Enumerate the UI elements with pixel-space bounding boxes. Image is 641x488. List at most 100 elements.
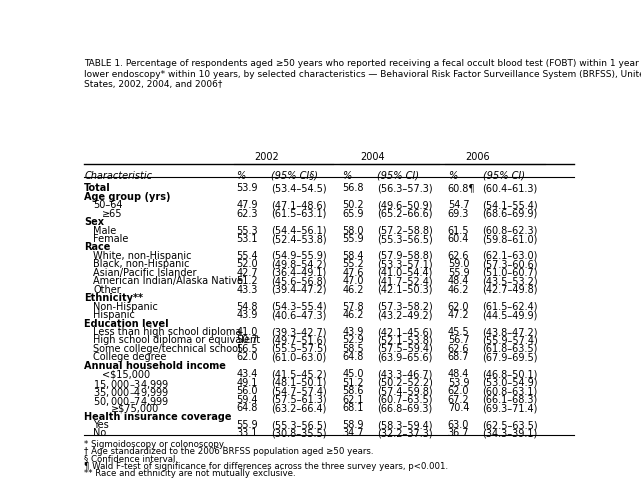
Text: 45.5: 45.5: [447, 327, 469, 337]
Text: (42.1–50.3): (42.1–50.3): [377, 285, 433, 295]
Text: ≥$75,000: ≥$75,000: [111, 403, 159, 413]
Text: (43.2–49.2): (43.2–49.2): [377, 310, 433, 320]
Text: 58.4: 58.4: [342, 251, 364, 261]
Text: 52.0: 52.0: [237, 260, 258, 269]
Text: 2004: 2004: [360, 152, 385, 163]
Text: (57.3–58.2): (57.3–58.2): [377, 302, 433, 312]
Text: (52.4–53.8): (52.4–53.8): [271, 234, 327, 244]
Text: (30.8–35.5): (30.8–35.5): [271, 428, 327, 439]
Text: (43.3–46.7): (43.3–46.7): [377, 369, 433, 379]
Text: (59.8–61.0): (59.8–61.0): [483, 234, 538, 244]
Text: (42.7–49.8): (42.7–49.8): [483, 285, 538, 295]
Text: 70.4: 70.4: [447, 403, 469, 413]
Text: 43.9: 43.9: [237, 310, 258, 320]
Text: Some college/technical school: Some college/technical school: [93, 344, 241, 354]
Text: ** Race and ethnicity are not mutually exclusive.: ** Race and ethnicity are not mutually e…: [84, 469, 296, 478]
Text: (95% CI§): (95% CI§): [271, 171, 319, 181]
Text: 67.2: 67.2: [447, 395, 469, 405]
Text: 55.9: 55.9: [237, 420, 258, 430]
Text: (48.1–50.1): (48.1–50.1): [271, 378, 327, 388]
Text: 55.2: 55.2: [342, 260, 364, 269]
Text: 50–64: 50–64: [93, 200, 122, 210]
Text: 62.6: 62.6: [447, 251, 469, 261]
Text: 56.0: 56.0: [237, 386, 258, 396]
Text: <$15,000: <$15,000: [102, 369, 150, 379]
Text: (57.2–58.8): (57.2–58.8): [377, 225, 433, 236]
Text: 54.8: 54.8: [237, 302, 258, 312]
Text: (53.4–54.5): (53.4–54.5): [271, 183, 327, 193]
Text: (55.5–57.5): (55.5–57.5): [271, 344, 328, 354]
Text: 45.0: 45.0: [342, 369, 364, 379]
Text: (46.8–50.1): (46.8–50.1): [483, 369, 538, 379]
Text: 65.9: 65.9: [342, 209, 364, 219]
Text: (61.8–63.5): (61.8–63.5): [483, 344, 538, 354]
Text: (41.7–52.4): (41.7–52.4): [377, 276, 433, 286]
Text: (54.4–56.1): (54.4–56.1): [271, 225, 327, 236]
Text: Education level: Education level: [84, 319, 169, 328]
Text: No: No: [93, 428, 106, 439]
Text: 2002: 2002: [254, 152, 279, 163]
Text: 55.3: 55.3: [237, 225, 258, 236]
Text: 57.8: 57.8: [342, 302, 364, 312]
Text: 58.9: 58.9: [342, 420, 364, 430]
Text: (55.3–56.5): (55.3–56.5): [377, 234, 433, 244]
Text: (57.5–59.4): (57.5–59.4): [377, 344, 433, 354]
Text: (53.0–54.9): (53.0–54.9): [483, 378, 538, 388]
Text: (49.6–50.9): (49.6–50.9): [377, 200, 433, 210]
Text: 64.8: 64.8: [342, 352, 364, 363]
Text: (61.5–63.1): (61.5–63.1): [271, 209, 327, 219]
Text: (95% CI): (95% CI): [483, 171, 524, 181]
Text: 63.0: 63.0: [447, 420, 469, 430]
Text: (60.7–63.5): (60.7–63.5): [377, 395, 433, 405]
Text: (36.4–49.1): (36.4–49.1): [271, 268, 327, 278]
Text: (63.2–66.4): (63.2–66.4): [271, 403, 327, 413]
Text: 59.0: 59.0: [447, 260, 469, 269]
Text: ¶ Wald F-test of significance for differences across the three survey years, p<0: ¶ Wald F-test of significance for differ…: [84, 462, 448, 471]
Text: %: %: [237, 171, 246, 181]
Text: (62.5–63.5): (62.5–63.5): [483, 420, 538, 430]
Text: 33.1: 33.1: [237, 428, 258, 439]
Text: (60.8–63.1): (60.8–63.1): [483, 386, 538, 396]
Text: (43.8–47.2): (43.8–47.2): [483, 327, 538, 337]
Text: 62.0: 62.0: [237, 352, 258, 363]
Text: $15,000–$34,999: $15,000–$34,999: [93, 378, 169, 391]
Text: 68.7: 68.7: [447, 352, 469, 363]
Text: 47.6: 47.6: [342, 268, 364, 278]
Text: 46.2: 46.2: [342, 285, 364, 295]
Text: $50,000–$74,999: $50,000–$74,999: [93, 395, 169, 407]
Text: $35,000–$49,999: $35,000–$49,999: [93, 386, 169, 399]
Text: (60.8–62.3): (60.8–62.3): [483, 225, 538, 236]
Text: Race: Race: [84, 243, 110, 252]
Text: (54.3–55.4): (54.3–55.4): [271, 302, 327, 312]
Text: 46.2: 46.2: [447, 285, 469, 295]
Text: 50.2: 50.2: [342, 200, 364, 210]
Text: Yes: Yes: [93, 420, 109, 430]
Text: 62.1: 62.1: [342, 395, 364, 405]
Text: (42.1–45.6): (42.1–45.6): [377, 327, 433, 337]
Text: (67.9–69.5): (67.9–69.5): [483, 352, 538, 363]
Text: (95% CI): (95% CI): [377, 171, 419, 181]
Text: 60.4: 60.4: [447, 234, 469, 244]
Text: American Indian/Alaska Native: American Indian/Alaska Native: [93, 276, 243, 286]
Text: (65.2–66.6): (65.2–66.6): [377, 209, 433, 219]
Text: Male: Male: [93, 225, 116, 236]
Text: 58.5: 58.5: [342, 344, 364, 354]
Text: (53.3–57.1): (53.3–57.1): [377, 260, 433, 269]
Text: Annual household income: Annual household income: [84, 361, 226, 371]
Text: 47.0: 47.0: [342, 276, 364, 286]
Text: (61.5–62.4): (61.5–62.4): [483, 302, 538, 312]
Text: § Confidence interval.: § Confidence interval.: [84, 455, 178, 464]
Text: Other: Other: [93, 285, 121, 295]
Text: 55.9: 55.9: [447, 268, 469, 278]
Text: (54.1–55.4): (54.1–55.4): [483, 200, 538, 210]
Text: %: %: [447, 171, 457, 181]
Text: 64.8: 64.8: [237, 403, 258, 413]
Text: 51.2: 51.2: [237, 276, 258, 286]
Text: 43.9: 43.9: [342, 327, 364, 337]
Text: 50.7: 50.7: [237, 335, 258, 346]
Text: 62.0: 62.0: [447, 302, 469, 312]
Text: 41.0: 41.0: [237, 327, 258, 337]
Text: (34.3–39.1): (34.3–39.1): [483, 428, 538, 439]
Text: 56.8: 56.8: [342, 183, 364, 193]
Text: (47.1–48.6): (47.1–48.6): [271, 200, 327, 210]
